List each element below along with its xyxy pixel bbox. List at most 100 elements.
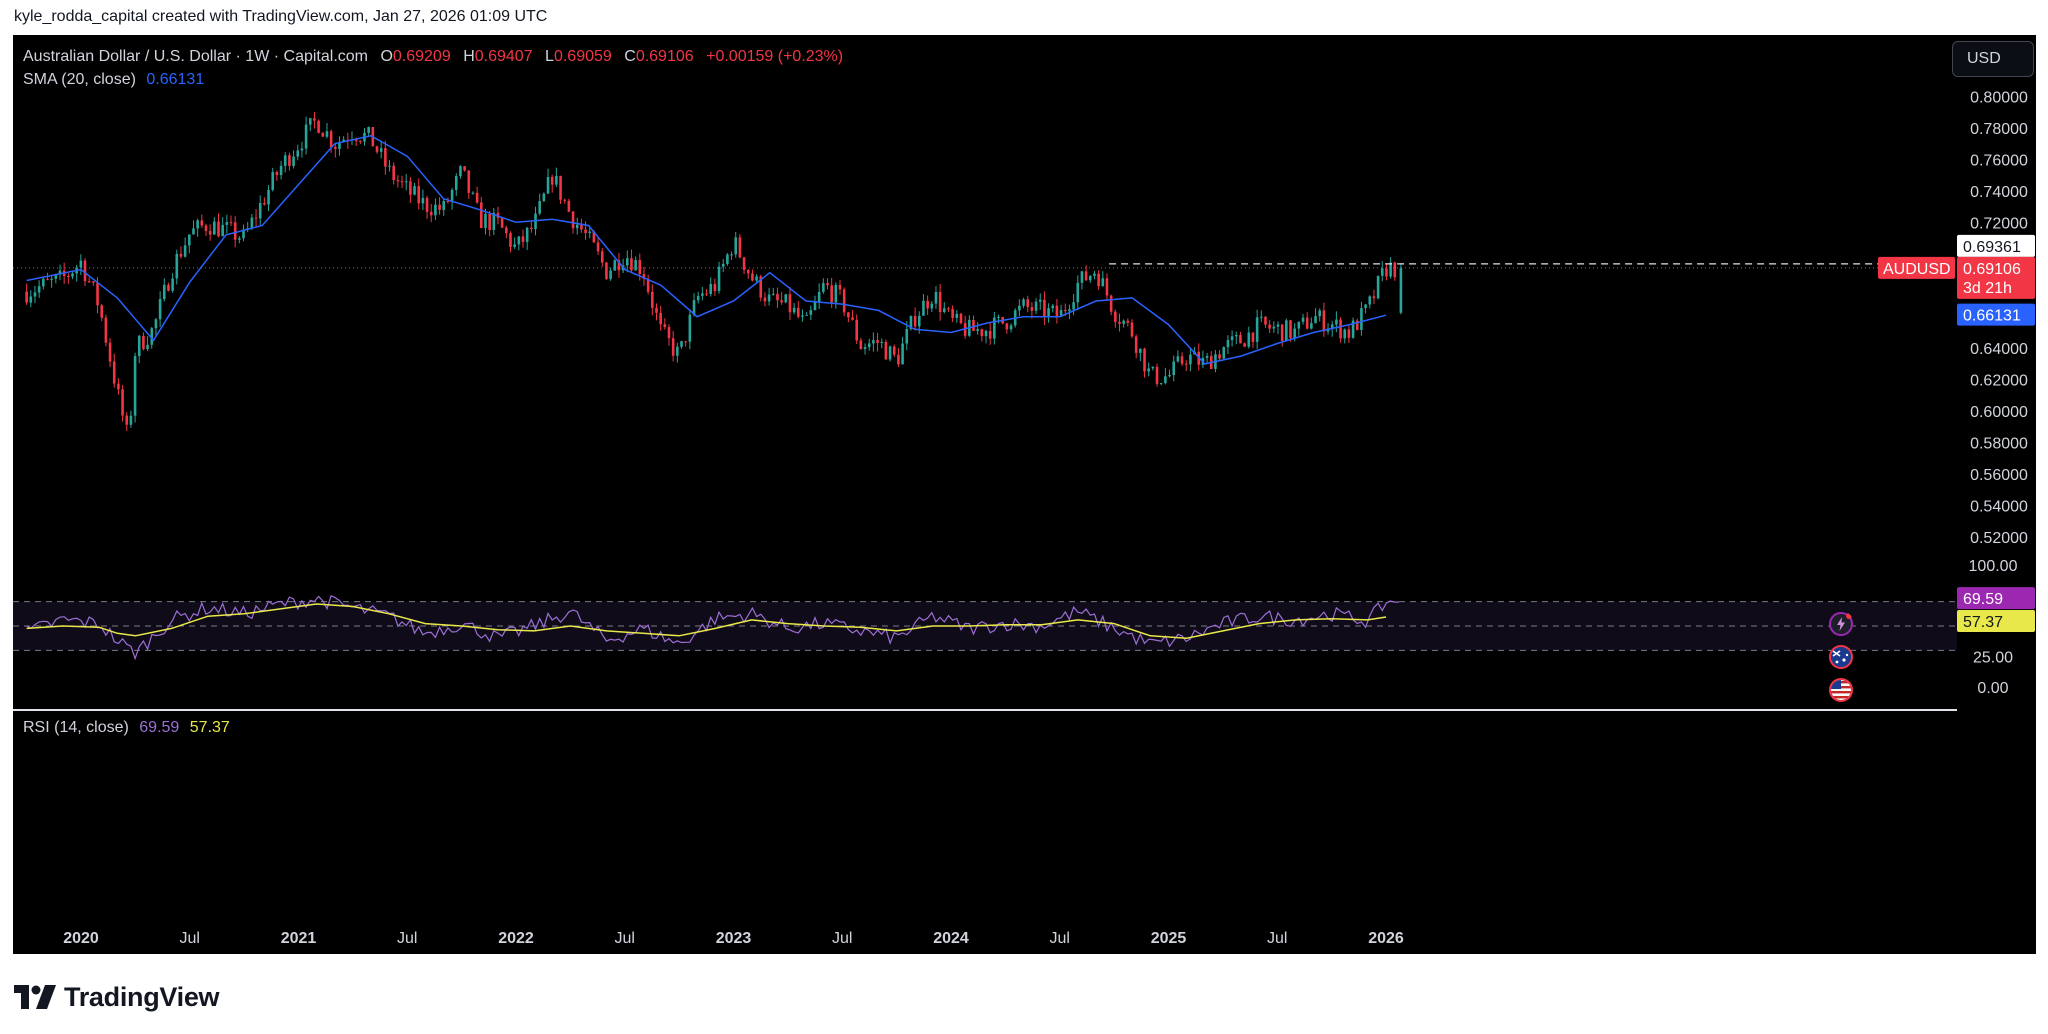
main-legend: Australian Dollar / U.S. Dollar · 1W · C…: [23, 45, 843, 91]
rsi-line: [26, 594, 1399, 661]
candle-body: [792, 307, 796, 313]
candle-body: [1063, 310, 1067, 312]
candle-body: [162, 284, 166, 300]
time-axis-label: 2025: [1151, 930, 1187, 947]
candle-body: [993, 317, 996, 339]
candle-body: [559, 175, 562, 200]
candle-body: [1151, 366, 1155, 369]
candle-body: [1026, 299, 1030, 307]
candle-body-last: [1399, 267, 1403, 313]
australia-flag-icon[interactable]: [1828, 644, 1854, 670]
candle-body: [417, 186, 421, 204]
rsi-axis-label: 0.00: [1977, 680, 2008, 697]
candle-body: [692, 300, 696, 315]
candle-body: [1251, 332, 1255, 342]
candle-body: [1184, 363, 1188, 365]
candle-body: [267, 189, 270, 205]
candle-body: [367, 127, 370, 133]
candle-body: [550, 176, 554, 185]
candle-body: [175, 253, 179, 279]
sma-label[interactable]: SMA (20, close): [23, 71, 136, 88]
candle-body: [279, 165, 283, 176]
symbol-tag[interactable]: AUDUSD: [1878, 256, 1955, 279]
candle-body: [780, 300, 783, 303]
candle-body: [254, 217, 258, 219]
candle-body: [917, 315, 921, 327]
candle-body: [1280, 324, 1284, 341]
rsi-value-tag[interactable]: 69.59: [1957, 587, 2035, 610]
candle-body: [609, 270, 612, 280]
candle-body: [96, 282, 99, 306]
candle-body: [179, 253, 183, 257]
candle-body: [830, 285, 833, 303]
candle-body: [867, 343, 871, 348]
candle-body: [292, 156, 295, 166]
tradingview-logo[interactable]: TradingView: [14, 980, 220, 1014]
currency-button[interactable]: USD: [1952, 41, 2034, 77]
candle-body: [1272, 326, 1276, 329]
candle-body: [1310, 323, 1313, 329]
candle-body: [655, 307, 658, 313]
candle-body: [125, 415, 129, 425]
chart-canvas[interactable]: 0.820000.800000.780000.760000.740000.720…: [13, 35, 2036, 954]
candle-body: [392, 165, 395, 181]
candle-body: [1230, 336, 1234, 341]
chart-frame[interactable]: 0.820000.800000.780000.760000.740000.720…: [13, 35, 2036, 954]
symbol-tag-text: AUDUSD: [1883, 261, 1951, 278]
candle-body: [525, 227, 529, 243]
candle-body: [696, 295, 700, 301]
candle-body: [1289, 320, 1292, 338]
candle-body: [1143, 348, 1146, 372]
candle-body: [250, 217, 254, 229]
candle-body: [617, 260, 621, 271]
candle-body: [584, 229, 587, 234]
candle-body: [767, 294, 771, 302]
time-axis-label: 2020: [63, 930, 99, 947]
candle-body: [588, 231, 592, 234]
symbol-title[interactable]: Australian Dollar / U.S. Dollar · 1W · C…: [23, 48, 368, 65]
candle-body: [200, 220, 204, 226]
candle-body: [329, 131, 333, 148]
candle-body: [338, 142, 341, 149]
candle-body: [1376, 275, 1380, 299]
usa-flag-icon[interactable]: [1828, 677, 1854, 703]
candle-body: [788, 294, 792, 313]
pane-divider[interactable]: [13, 709, 1957, 711]
lightning-icon[interactable]: [1828, 611, 1854, 637]
candle-body: [359, 140, 362, 142]
time-axis-label: Jul: [1050, 930, 1070, 947]
candle-body: [83, 260, 87, 282]
rsi-ma-value: 57.37: [189, 719, 230, 736]
candle-body: [676, 346, 679, 356]
candle-body: [717, 266, 721, 292]
candle-body: [1355, 320, 1359, 330]
price-axis-label: 0.52000: [1970, 530, 2028, 547]
candle-body: [663, 324, 667, 328]
rsi-label[interactable]: RSI (14, close): [23, 719, 129, 736]
candle-body: [667, 327, 671, 339]
candle-body: [142, 335, 145, 350]
price-axis-label: 0.56000: [1970, 467, 2028, 484]
candle-body: [596, 242, 600, 252]
candle-body: [997, 316, 1000, 318]
candle-body: [905, 329, 909, 344]
price-axis-label: 0.76000: [1970, 152, 2028, 169]
last-price-tag[interactable]: 0.69106 3d 21h: [1957, 256, 2035, 299]
candle-body: [684, 341, 687, 343]
candle-body: [771, 293, 775, 295]
candle-body: [951, 308, 954, 318]
rsi-ma-value-tag[interactable]: 57.37: [1957, 610, 2035, 633]
candle-body: [1080, 271, 1084, 283]
candle-body: [1005, 323, 1009, 330]
open-label: O: [380, 48, 393, 65]
candle-body: [154, 319, 158, 329]
candle-body: [1364, 304, 1367, 309]
high-price-tag[interactable]: 0.69361: [1957, 234, 2035, 257]
sma-price-tag[interactable]: 0.66131: [1957, 303, 2035, 326]
candle-body: [334, 147, 337, 149]
candle-body: [354, 139, 358, 141]
candle-body: [421, 197, 425, 204]
candle-body: [538, 201, 541, 214]
low-label: L: [545, 48, 554, 65]
candle-body: [1347, 329, 1351, 338]
